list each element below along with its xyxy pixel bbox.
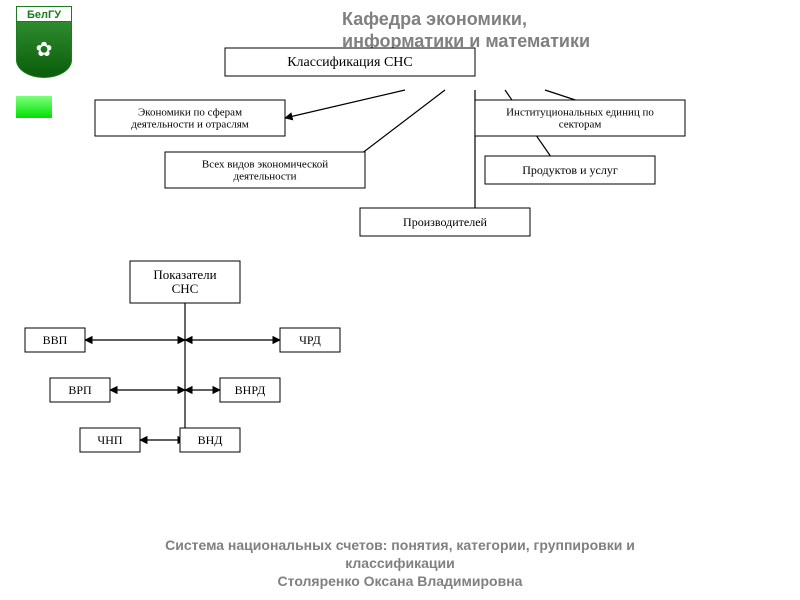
node-p_chrd: ЧРД	[280, 328, 340, 352]
svg-text:ВВП: ВВП	[43, 333, 68, 347]
slide-footer: Система национальных счетов: понятия, ка…	[0, 536, 800, 590]
svg-text:СНС: СНС	[172, 281, 199, 296]
node-n5: Производителей	[360, 208, 530, 236]
svg-text:Производителей: Производителей	[403, 215, 487, 229]
svg-text:Экономики по сферам: Экономики по сферам	[138, 106, 242, 118]
svg-text:Показатели: Показатели	[153, 267, 216, 282]
flowchart-diagram: Классификация СНСЭкономики по сферамдеят…	[0, 0, 800, 540]
svg-text:Институциональных единиц по: Институциональных единиц по	[506, 106, 654, 118]
node-p_chnp: ЧНП	[80, 428, 140, 452]
svg-text:Всех видов экономической: Всех видов экономической	[202, 158, 328, 170]
svg-text:деятельности и отраслям: деятельности и отраслям	[131, 119, 248, 131]
node-p_vnrd: ВНРД	[220, 378, 280, 402]
svg-text:ЧРД: ЧРД	[299, 333, 321, 347]
svg-text:секторам: секторам	[559, 119, 602, 131]
footer-line-1: Система национальных счетов: понятия, ка…	[0, 536, 800, 554]
node-p_vvp: ВВП	[25, 328, 85, 352]
svg-text:ВРП: ВРП	[68, 383, 92, 397]
svg-text:ВНД: ВНД	[198, 433, 223, 447]
node-n1: Экономики по сферамдеятельности и отрасл…	[95, 100, 285, 136]
edge-root-n1	[285, 90, 405, 118]
svg-text:ВНРД: ВНРД	[235, 383, 266, 397]
footer-line-2: классификации	[0, 554, 800, 572]
node-n3: Всех видов экономическойдеятельности	[165, 152, 365, 188]
node-root: Классификация СНС	[225, 48, 475, 76]
node-n2: Институциональных единиц посекторам	[475, 100, 685, 136]
svg-text:деятельности: деятельности	[234, 171, 297, 183]
node-p_vnd: ВНД	[180, 428, 240, 452]
svg-text:Классификация СНС: Классификация СНС	[287, 55, 413, 70]
node-n4: Продуктов и услуг	[485, 156, 655, 184]
svg-text:Продуктов и услуг: Продуктов и услуг	[522, 163, 618, 177]
svg-text:ЧНП: ЧНП	[97, 433, 122, 447]
footer-line-3: Столяренко Оксана Владимировна	[0, 572, 800, 590]
node-p0: ПоказателиСНС	[130, 261, 240, 303]
node-p_vrp: ВРП	[50, 378, 110, 402]
